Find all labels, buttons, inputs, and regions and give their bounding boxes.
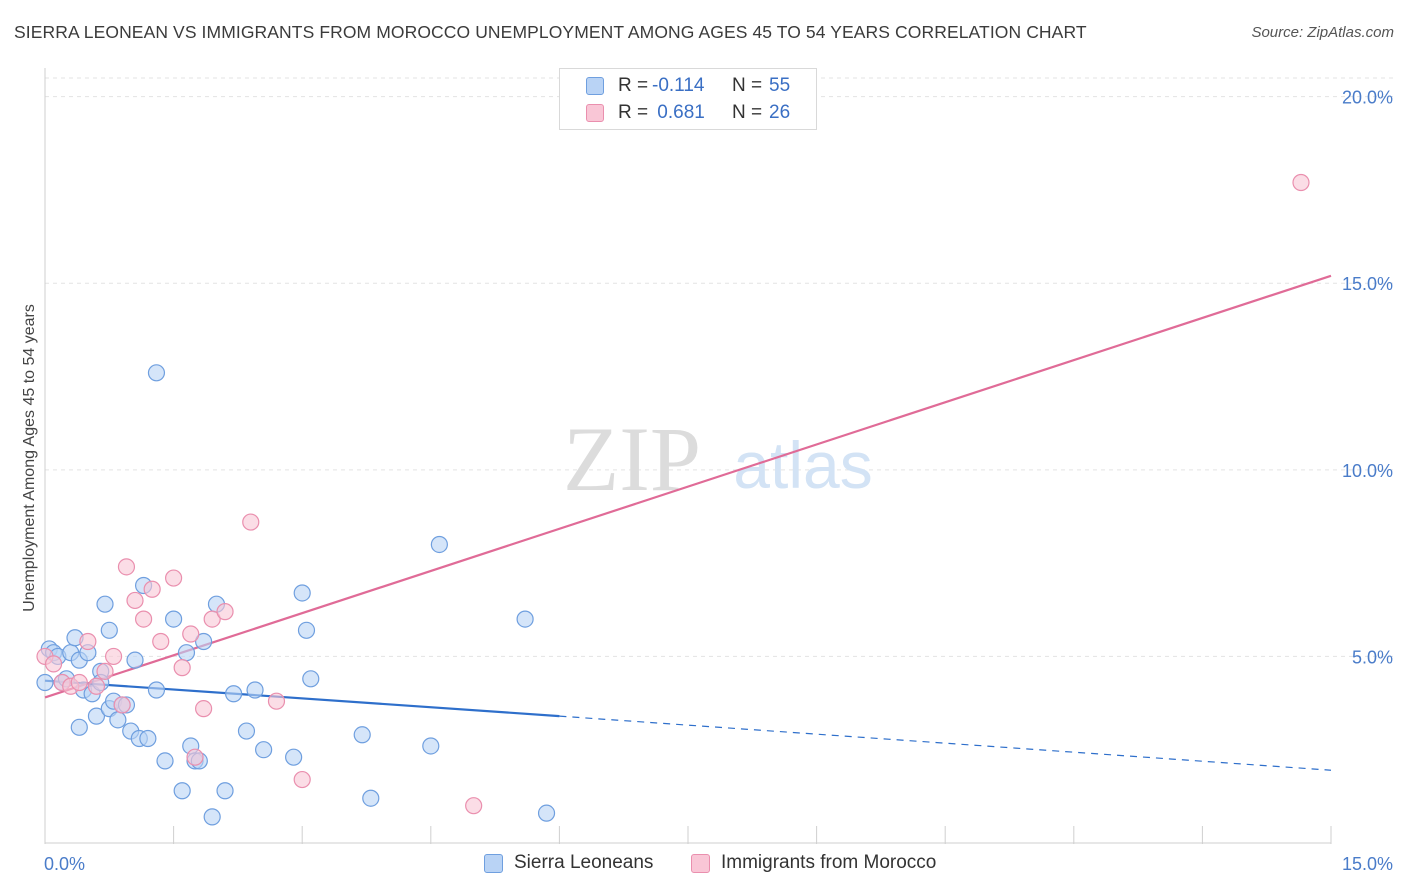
sierra-leonean-point [516,610,534,628]
morocco-immigrant-point [216,603,234,621]
sierra-leonean-trend-line [44,679,560,718]
sierra-leonean-point [70,718,88,736]
morocco-immigrant-point [104,647,123,666]
morocco-immigrant-point [113,696,131,714]
legend-swatch-blue [586,77,604,95]
sierra-leonean-point [255,741,273,759]
legend-r-value: 0.681 [652,102,705,123]
chart-source: Source: ZipAtlas.com [1251,24,1394,41]
sierra-leonean-point [173,782,191,800]
axes [44,68,1332,844]
sierra-leonean-point [293,584,311,602]
watermark: ZIP atlas [563,408,873,510]
sierra-leonean-point [362,789,380,807]
morocco-immigrant-point [182,625,200,643]
morocco-immigrant-point [165,569,183,587]
morocco-immigrant-point [152,632,170,651]
sierra-leonean-point [430,535,448,554]
tick-labels: 5.0% 10.0% 15.0% 20.0% 0.0% 15.0% [44,88,1393,874]
legend-n-value: 55 [769,75,791,96]
morocco-immigrant-point [70,673,88,692]
legend-n-value: 26 [769,102,791,123]
morocco-immigrant-point [87,677,106,695]
watermark-zip-text: ZIP [563,408,701,510]
sierra-leonean-point [216,782,234,800]
morocco-immigrant-point [173,659,191,677]
legend-r-label: R = [618,102,649,123]
y-tick-label: 5.0% [1352,647,1393,667]
sierra-leonean-point [96,595,114,613]
legend-swatch-blue [484,854,503,873]
morocco-immigrant-point [134,610,153,628]
legend-n-label: N = [732,75,763,96]
sierra-leonean-point [156,752,174,770]
data-points [36,173,1310,826]
sierra-leonean-point [177,644,196,662]
sierra-leonean-point [165,610,183,628]
morocco-immigrant-point [143,580,161,598]
trend-lines [44,274,1332,771]
morocco-immigrant-point [203,610,221,628]
sierra-leonean-point [302,670,320,688]
sierra-leonean-point [195,632,213,651]
y-tick-label: 20.0% [1342,88,1393,108]
sierra-leonean-point [237,722,256,740]
morocco-immigrant-trend-line [44,274,1332,699]
sierra-leonean-point [36,673,54,692]
x-tick-label: 15.0% [1342,854,1393,874]
sierra-leonean-point [285,748,303,766]
correlation-legend: R = -0.114 N = 55 R = 0.681 N = 26 [559,68,817,130]
y-tick-label: 10.0% [1342,461,1393,481]
morocco-immigrant-point [465,797,483,815]
series-legend: Sierra Leoneans Immigrants from Morocco [0,852,1406,878]
legend-swatch-pink [691,854,710,873]
morocco-immigrant-point [195,700,213,718]
legend-r-label: R = [618,75,649,96]
grid-lines [45,77,1395,657]
sierra-leonean-point [139,729,157,748]
morocco-immigrant-point [1292,173,1310,192]
legend-n-label: N = [732,102,763,123]
sierra-leonean-point [203,808,221,826]
legend-label: Immigrants from Morocco [721,852,937,873]
sierra-leonean-point [100,621,118,639]
sierra-leonean-point [109,711,127,729]
y-axis-label: Unemployment Among Ages 45 to 54 years [21,304,38,612]
morocco-immigrant-point [79,632,97,651]
sierra-leonean-point [225,685,243,703]
morocco-immigrant-point [186,748,204,766]
x-tick-label: 0.0% [44,854,85,874]
morocco-immigrant-point [293,770,311,789]
sierra-leonean-point [246,681,264,699]
sierra-leonean-point [87,707,106,725]
y-tick-label: 15.0% [1342,274,1393,294]
sierra-leonean-trend-extension [559,715,1332,771]
legend-label: Sierra Leoneans [514,852,654,873]
sierra-leonean-point [297,621,316,639]
morocco-immigrant-point [96,662,114,680]
sierra-leonean-point [422,737,440,755]
morocco-immigrant-point [267,692,286,710]
legend-swatch-pink [586,104,604,122]
sierra-leonean-point [147,364,166,382]
chart-title: SIERRA LEONEAN VS IMMIGRANTS FROM MOROCC… [14,22,1087,42]
sierra-leonean-point [147,681,166,699]
sierra-leonean-point [353,726,371,744]
morocco-immigrant-point [126,591,144,610]
legend-r-value: -0.114 [652,75,705,96]
sierra-leonean-point [537,804,556,822]
morocco-immigrant-point [242,513,260,531]
morocco-immigrant-point [44,655,63,673]
morocco-immigrant-point [117,558,136,576]
sierra-leonean-point [126,651,144,669]
